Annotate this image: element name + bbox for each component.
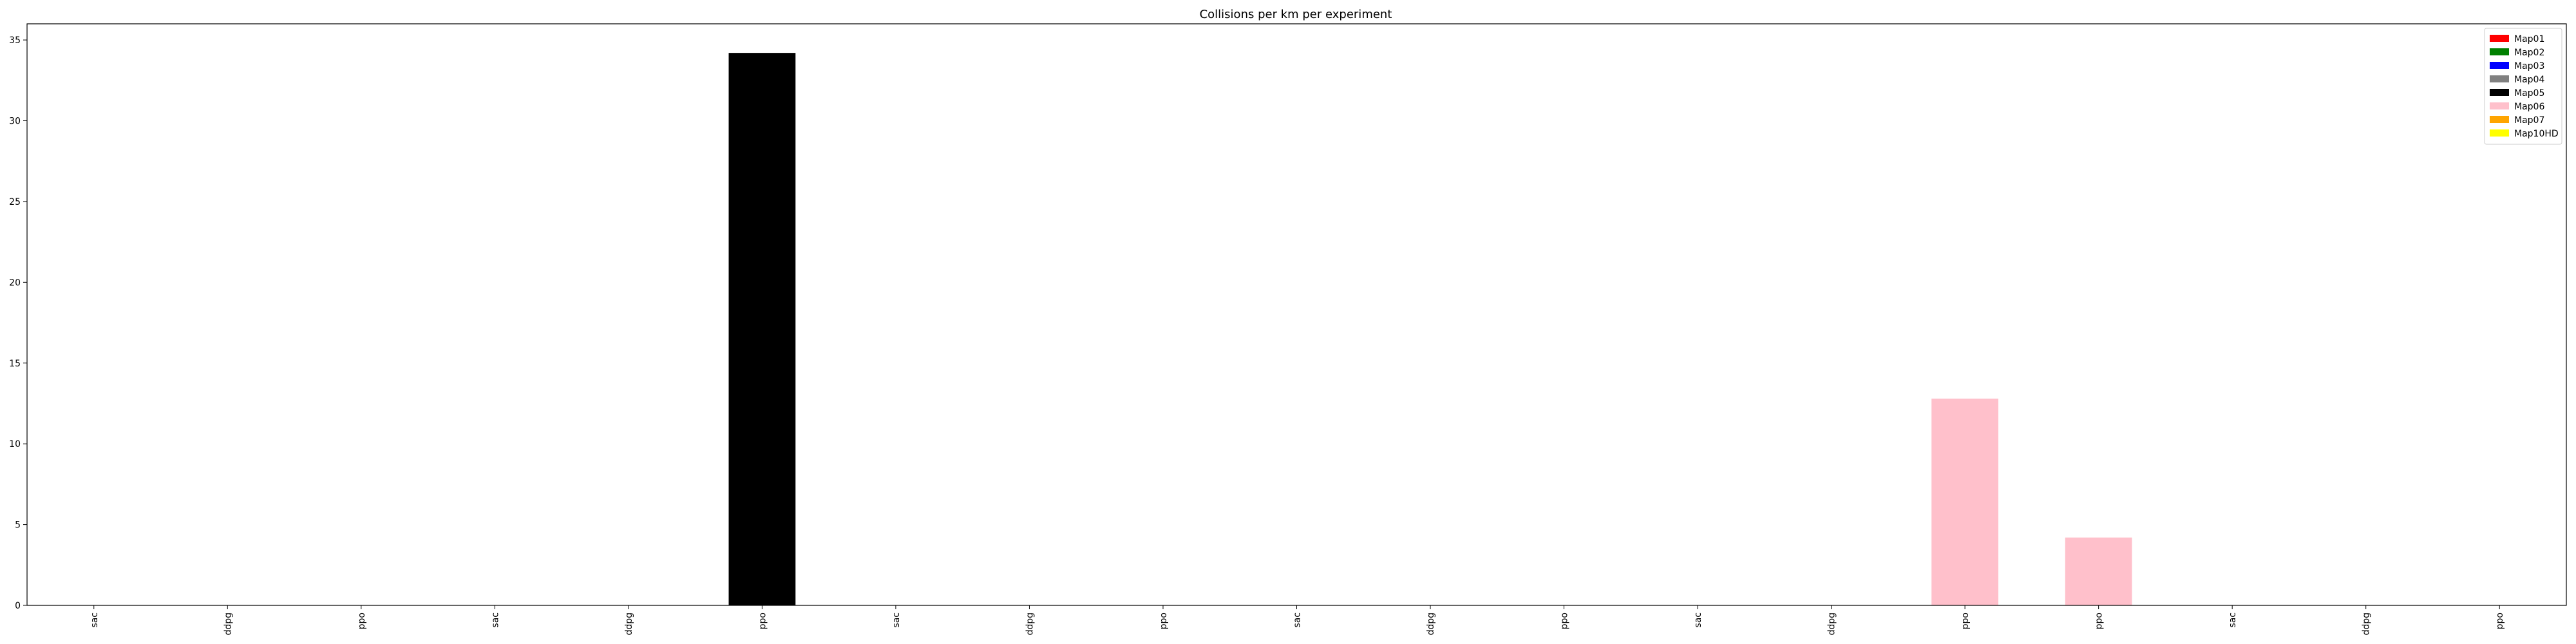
bar-16-ppo [2065,537,2132,605]
legend-swatch-map07 [2490,116,2509,123]
legend-label-map02: Map02 [2514,48,2544,58]
x-tick-label: sac [2228,612,2238,628]
x-tick-label: ppo [2495,612,2505,629]
y-tick-label: 10 [9,439,21,450]
legend-label-map04: Map04 [2514,75,2544,85]
x-tick-label: ppo [1960,612,1971,629]
legend-label-map07: Map07 [2514,115,2544,126]
legend-swatch-map03 [2490,62,2509,69]
legend-label-map10hd: Map10HD [2514,129,2559,139]
x-tick-label: sac [90,612,100,628]
legend-swatch-map05 [2490,89,2509,96]
y-tick-label: 20 [9,278,21,288]
y-tick-label: 30 [9,117,21,127]
legend-label-map06: Map06 [2514,102,2544,112]
x-tick-label: ddpg [2362,612,2372,636]
plot-area-frame [26,23,2567,606]
x-tick-label: ppo [2094,612,2105,629]
legend: Map01 Map02 Map03 Map04 Map05 Map06 Map07 Map10… [2484,28,2562,145]
bar-6-ppo [728,53,796,605]
legend-label-map03: Map03 [2514,61,2544,71]
y-tick-label: 15 [9,359,21,369]
x-axis: sac ddpg ppo sac ddpg ppo sac ddpg ppo sac ddpg ppo… [90,605,2505,636]
x-tick-label: sac [891,612,902,628]
legend-swatch-map06 [2490,102,2509,109]
x-tick-label: ddpg [1025,612,1035,636]
bar-15-ppo [1931,398,1999,605]
legend-swatch-map02 [2490,48,2509,55]
x-tick-label: ppo [757,612,768,629]
x-tick-label: sac [1693,612,1703,628]
y-tick-label: 5 [15,520,21,531]
x-tick-label: ddpg [624,612,634,636]
y-tick-label: 0 [15,601,21,611]
legend-label-map05: Map05 [2514,88,2544,99]
x-tick-label: ddpg [223,612,233,636]
x-tick-label: ddpg [1827,612,1837,636]
x-tick-label: ppo [357,612,367,629]
y-axis: 0 5 10 15 20 25 30 35 [9,35,27,611]
legend-swatch-map10hd [2490,129,2509,137]
x-tick-label: sac [490,612,500,628]
y-tick-label: 25 [9,197,21,207]
chart-title: Collisions per km per experiment [1200,8,1392,21]
bars-group [728,53,2132,605]
x-tick-label: ppo [1159,612,1169,629]
legend-swatch-map01 [2490,35,2509,42]
legend-frame [2484,28,2562,145]
x-tick-label: ppo [1560,612,1570,629]
legend-label-map01: Map01 [2514,34,2544,44]
y-tick-label: 35 [9,35,21,46]
x-tick-label: ddpg [1426,612,1436,636]
legend-swatch-map04 [2490,75,2509,82]
x-tick-label: sac [1293,612,1303,628]
